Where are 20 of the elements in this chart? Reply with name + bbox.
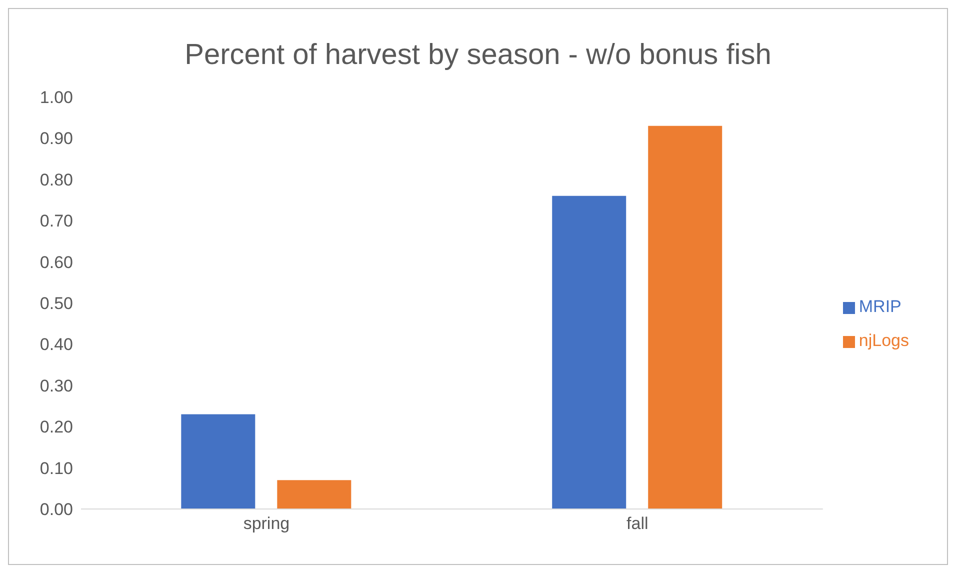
legend-label: njLogs bbox=[858, 331, 909, 350]
bar bbox=[277, 480, 352, 509]
y-tick-label: 0.70 bbox=[40, 212, 73, 231]
bar bbox=[181, 414, 256, 509]
y-tick-label: 0.90 bbox=[40, 129, 73, 148]
y-tick-label: 0.00 bbox=[40, 500, 73, 520]
legend-label: MRIP bbox=[858, 297, 902, 316]
bar bbox=[552, 196, 626, 509]
y-tick-label: 1.00 bbox=[40, 88, 73, 108]
x-tick-label: spring bbox=[243, 514, 290, 534]
x-tick-label: fall bbox=[626, 514, 648, 534]
chart-title: Percent of harvest by season - w/o bonus fish bbox=[184, 38, 772, 73]
y-tick-label: 0.10 bbox=[40, 458, 73, 478]
bar bbox=[648, 126, 722, 509]
y-tick-label: 0.30 bbox=[40, 376, 73, 396]
y-tick-label: 0.20 bbox=[40, 418, 73, 437]
y-tick-label: 0.50 bbox=[40, 294, 73, 314]
y-tick-label: 0.60 bbox=[40, 252, 73, 272]
y-tick-label: 0.80 bbox=[40, 170, 73, 190]
y-tick-label: 0.40 bbox=[40, 335, 73, 354]
